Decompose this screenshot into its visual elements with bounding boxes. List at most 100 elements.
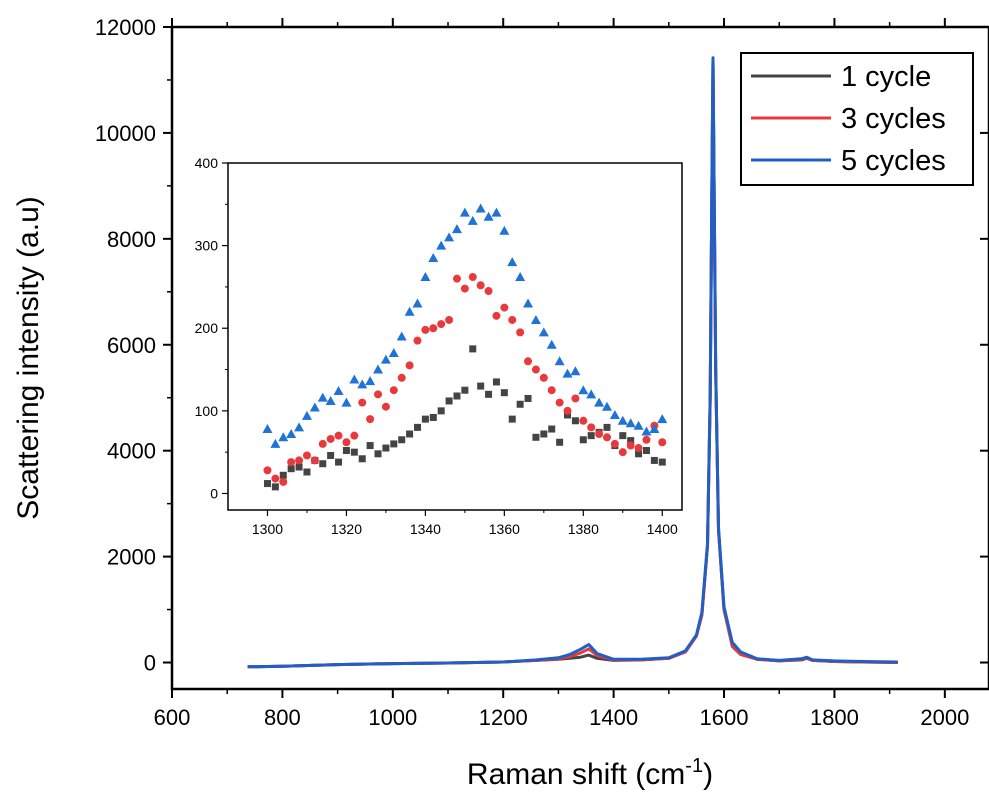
inset-point-square (263, 480, 271, 488)
inset-point-circle (492, 311, 501, 320)
inset-point-square (627, 437, 635, 445)
inset-y-tick-label: 400 (195, 155, 219, 171)
inset-point-square (540, 430, 548, 438)
inset-point-triangle (594, 397, 605, 407)
inset-point-triangle (633, 420, 644, 430)
inset-point-square (287, 465, 295, 473)
inset-point-circle (413, 336, 422, 345)
inset-point-triangle (586, 389, 597, 399)
inset-point-triangle (507, 257, 518, 267)
x-tick-label: 1800 (810, 705, 859, 730)
legend-label-2: 3 cycles (841, 103, 946, 135)
inset-point-square (327, 451, 335, 459)
main-plot-frame (170, 25, 989, 691)
inset-point-circle (547, 386, 556, 395)
inset-point-square (366, 442, 374, 450)
legend-label-1: 1 cycle (841, 61, 931, 93)
inset-point-circle (618, 448, 627, 457)
y-tick-label: 8000 (107, 227, 156, 252)
inset-x-tick-label: 1340 (410, 521, 441, 537)
inset-point-triangle (317, 392, 328, 402)
inset-point-circle (531, 365, 540, 374)
y-tick-label: 0 (144, 651, 156, 676)
inset-point-triangle (467, 215, 478, 225)
inset-point-triangle (641, 426, 652, 436)
inset-point-triangle (357, 379, 368, 389)
inset-point-circle (555, 398, 564, 407)
inset-point-circle (310, 456, 319, 465)
inset-point-circle (587, 423, 596, 432)
x-tick-label: 1400 (589, 705, 638, 730)
inset-point-square (382, 444, 390, 452)
inset-point-triangle (657, 414, 668, 424)
inset-point-circle (302, 451, 311, 460)
x-axis-title-superscript: -1 (685, 755, 703, 777)
inset-point-square (445, 397, 453, 405)
inset-point-square (524, 394, 532, 402)
y-axis-title: Scattering intensity (a.u) (12, 196, 45, 519)
legend: 1 cycle 3 cycles 5 cycles (740, 52, 974, 186)
inset-point-circle (374, 390, 383, 399)
inset-point-triangle (349, 374, 360, 384)
inset-point-triangle (380, 354, 391, 364)
inset-point-square (279, 471, 287, 479)
inset-point-square (579, 436, 587, 444)
inset-point-triangle (373, 364, 384, 374)
inset-point-circle (658, 438, 667, 447)
inset-point-triangle (617, 415, 628, 425)
inset-point-triangle (341, 397, 352, 407)
x-tick-label: 600 (154, 705, 191, 730)
x-tick-label: 1000 (368, 705, 417, 730)
inset-point-circle (295, 456, 304, 465)
inset-point-triangle (459, 207, 470, 217)
inset-point-triangle (294, 422, 305, 432)
inset-point-square (437, 407, 445, 415)
inset-y-tick-label: 0 (210, 485, 218, 501)
y-tick-label: 4000 (107, 439, 156, 464)
inset-point-triangle (523, 298, 534, 308)
inset-point-triangle (475, 203, 486, 213)
inset-point-circle (350, 431, 359, 440)
inset-point-triangle (262, 424, 273, 434)
inset-point-triangle (420, 272, 431, 282)
series-line-3 (247, 56, 898, 669)
inset-point-square (650, 456, 658, 464)
inset-point-triangle (388, 348, 399, 358)
inset-point-square (564, 411, 572, 419)
inset-point-circle (539, 373, 548, 382)
inset-point-triangle (428, 253, 439, 263)
inset-point-triangle (436, 240, 447, 250)
inset-point-circle (429, 324, 438, 333)
inset-point-circle (508, 315, 517, 324)
inset-point-triangle (286, 428, 297, 438)
inset-plot: 1300 1320 1340 1360 1380 1400 0 100 200 300 400 (195, 155, 683, 537)
inset-point-square (390, 440, 398, 448)
inset-point-circle (389, 386, 398, 395)
inset-point-triangle (491, 207, 502, 217)
inset-point-circle (397, 373, 406, 382)
inset-point-triangle (515, 272, 526, 282)
inset-point-circle (263, 466, 272, 475)
y-tick-label: 10000 (95, 121, 156, 146)
inset-point-circle (334, 431, 343, 440)
inset-axis-ticks: 1300 1320 1340 1360 1380 1400 0 100 200 300 400 (195, 155, 678, 537)
inset-point-triangle (649, 424, 660, 434)
inset-y-tick-label: 200 (195, 320, 219, 336)
inset-point-square (658, 458, 666, 466)
inset-point-circle (287, 458, 296, 467)
inset-point-triangle (333, 386, 344, 396)
inset-point-triangle (309, 402, 320, 412)
inset-point-triangle (483, 211, 494, 221)
inset-point-circle (358, 398, 367, 407)
inset-plot-frame (227, 162, 683, 511)
inset-point-circle (326, 434, 335, 443)
inset-point-square (303, 468, 311, 476)
inset-point-square (461, 386, 469, 394)
inset-point-triangle (578, 385, 589, 395)
inset-point-circle (366, 415, 375, 424)
inset-point-circle (579, 416, 588, 425)
x-axis-title-end: ) (703, 758, 713, 791)
inset-point-circle (468, 273, 477, 282)
x-tick-label: 800 (264, 705, 301, 730)
inset-x-tick-label: 1380 (568, 521, 599, 537)
